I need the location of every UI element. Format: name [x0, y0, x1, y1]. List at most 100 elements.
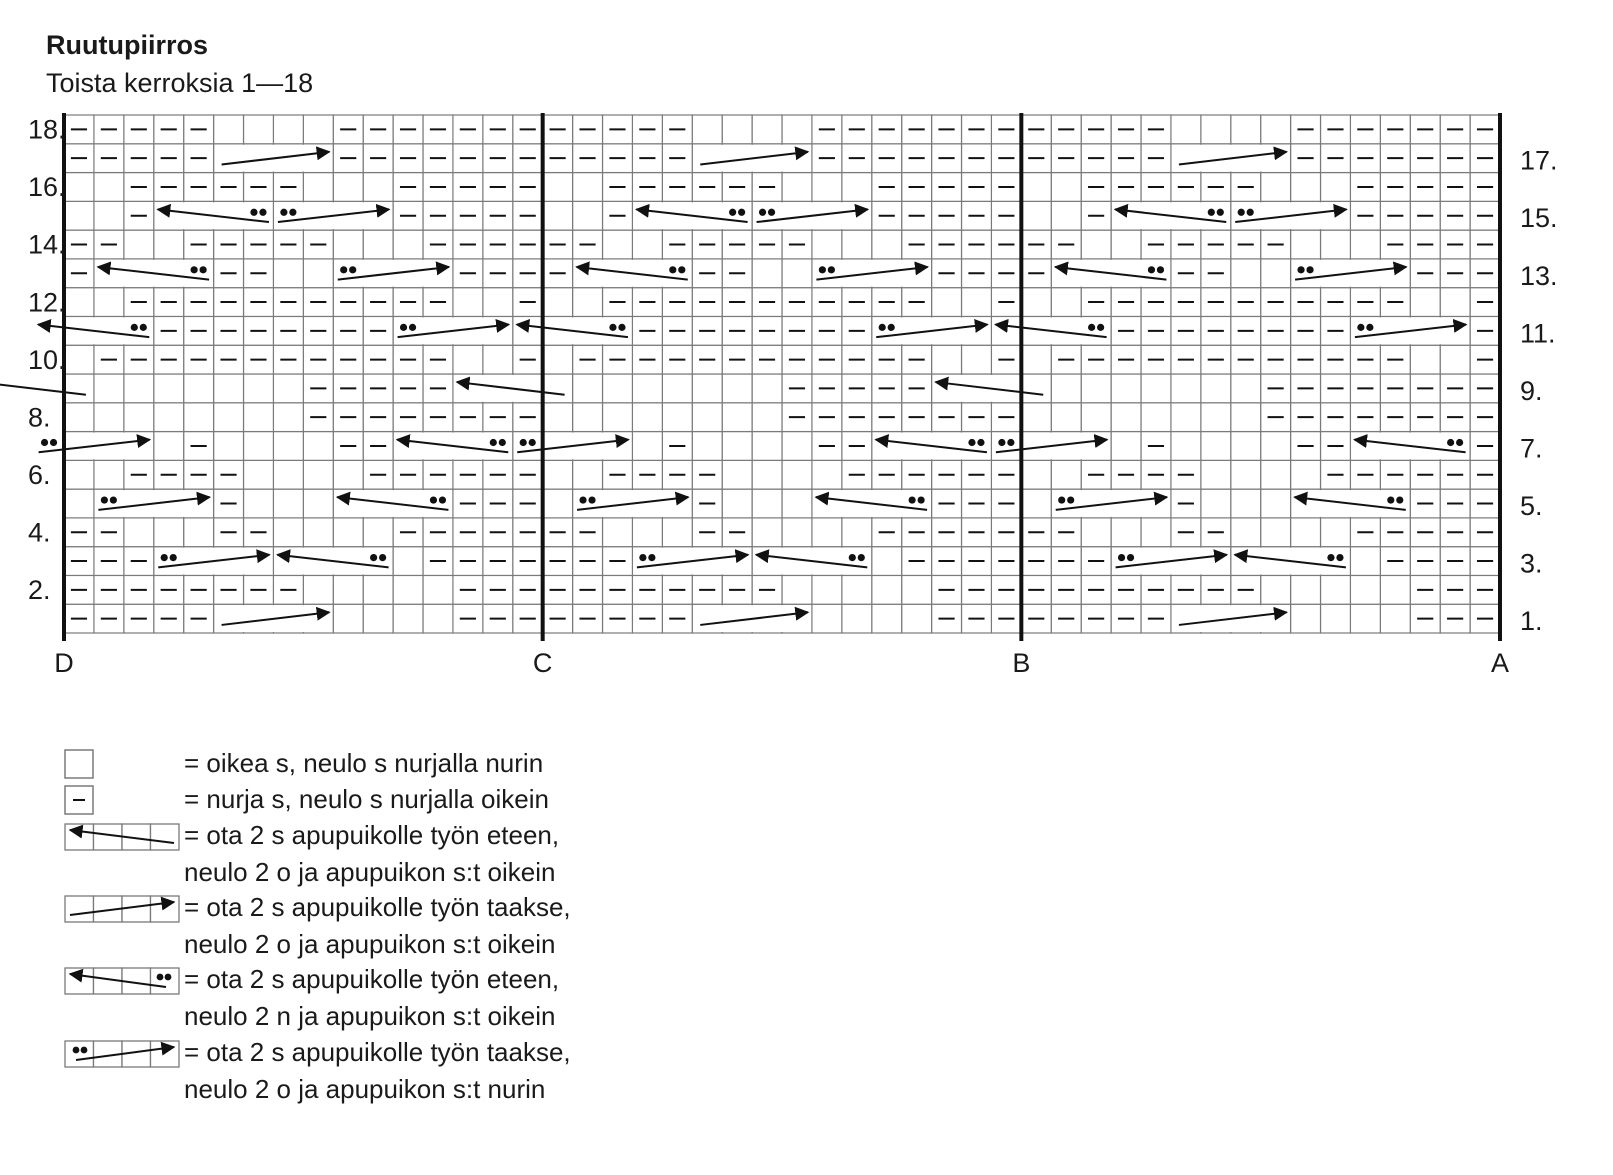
chart-cell	[1260, 459, 1292, 490]
chart-cell	[362, 229, 394, 260]
chart-cell	[362, 171, 394, 202]
cable-left-arrow	[395, 434, 509, 454]
cable-right-arrow	[1235, 203, 1348, 224]
section-label: A	[1491, 648, 1509, 678]
purl-dot	[767, 208, 776, 216]
purl-dot	[609, 323, 617, 331]
chart-cell	[272, 373, 304, 404]
chart-cell	[571, 200, 604, 231]
purl-dot	[199, 266, 207, 274]
purl-dot	[1147, 266, 1156, 274]
chart-cell	[272, 517, 304, 548]
chart-cell	[1140, 402, 1172, 433]
cable-left-arrow	[814, 491, 928, 511]
chart-cell	[422, 574, 454, 605]
chart-cell	[1260, 258, 1292, 289]
purl-dot	[109, 496, 117, 504]
chart-cell	[482, 287, 514, 318]
purl-dot	[998, 438, 1006, 447]
cable-right-arrow	[816, 261, 929, 281]
chart-cell	[571, 373, 604, 404]
chart-cell	[1289, 574, 1322, 605]
row-label-left: 12.	[28, 287, 66, 317]
purl-dot	[1297, 266, 1305, 274]
chart-cell	[811, 574, 843, 605]
purl-dot	[1387, 496, 1395, 504]
cable-left-arrow	[156, 203, 270, 224]
chart-cell	[1230, 258, 1262, 289]
chart-cell	[153, 229, 185, 260]
purl-dot	[190, 266, 198, 274]
chart-cell	[1050, 373, 1082, 404]
chart-cell	[1289, 459, 1322, 490]
chart-cell	[841, 171, 873, 202]
chart-cell	[1319, 603, 1352, 634]
purl-dot	[917, 496, 925, 504]
chart-cell	[542, 402, 574, 433]
legend-text: = ota 2 s apupuikolle työn eteen,	[184, 964, 560, 994]
purl-dot	[340, 266, 348, 274]
cable-right-arrow	[277, 203, 391, 224]
chart-cell	[1200, 488, 1232, 519]
chart-cell	[1050, 229, 1082, 260]
chart-cell	[781, 430, 813, 461]
legend-cell	[149, 1040, 180, 1068]
row-label-left: 4.	[28, 517, 51, 547]
purl-dot	[498, 438, 506, 447]
row-label-right: 15.	[1520, 203, 1558, 233]
purl-dot	[1357, 323, 1365, 331]
purl-dot	[349, 266, 357, 274]
purl-dot	[40, 438, 49, 447]
chart-cell	[1439, 171, 1471, 202]
chart-cell	[721, 459, 753, 490]
chart-cell	[1230, 114, 1262, 145]
cable-right-arrow	[995, 434, 1109, 454]
purl-dot	[818, 266, 826, 274]
chart-cell	[242, 229, 275, 260]
chart-cell	[751, 430, 783, 461]
chart-cell	[1230, 373, 1262, 404]
section-label: B	[1012, 648, 1030, 678]
chart-cell	[153, 402, 185, 433]
section-label: C	[533, 648, 553, 678]
chart-title: Ruutupiirros	[46, 30, 208, 60]
chart-cell	[302, 114, 334, 145]
chart-cell	[153, 430, 185, 461]
purl-dot	[1156, 266, 1165, 274]
chart-cell	[542, 287, 574, 318]
chart-cell	[1349, 402, 1381, 433]
chart-cell	[661, 402, 693, 433]
chart-cell	[871, 546, 903, 577]
chart-cell	[302, 574, 334, 605]
chart-cell	[751, 517, 783, 548]
chart-cell	[332, 459, 364, 490]
cable-left-arrow	[1113, 203, 1227, 224]
legend-text-continued: neulo 2 o ja apupuikon s:t oikein	[184, 857, 556, 887]
purl-dot	[977, 438, 985, 447]
purl-legend-icon	[64, 785, 94, 815]
chart-cell	[571, 459, 604, 490]
chart-cell	[751, 373, 783, 404]
chart-cell	[661, 517, 693, 548]
chart-cell	[1110, 517, 1142, 548]
chart-cell	[781, 488, 813, 519]
chart-cell	[272, 258, 304, 289]
chart-cell	[452, 344, 484, 375]
chart-cell	[721, 114, 753, 145]
chart-cell	[751, 488, 783, 519]
legend-text: = ota 2 s apupuikolle työn taakse,	[184, 1037, 571, 1067]
cable-right-arrow	[700, 606, 810, 626]
chart-cell	[332, 402, 364, 433]
purl-dot	[1088, 323, 1096, 331]
chart-cell	[1230, 430, 1262, 461]
purl-dot	[72, 1046, 80, 1054]
chart-cell	[781, 171, 813, 202]
chart-cell	[811, 517, 843, 548]
chart-cell	[1260, 488, 1292, 519]
chart-cell	[1260, 171, 1292, 202]
chart-cell	[123, 200, 155, 231]
chart-cell	[601, 373, 634, 404]
chart-cell	[1409, 287, 1441, 318]
legend-text: = nurja s, neulo s nurjalla oikein	[184, 784, 549, 814]
chart-cell	[63, 546, 95, 577]
